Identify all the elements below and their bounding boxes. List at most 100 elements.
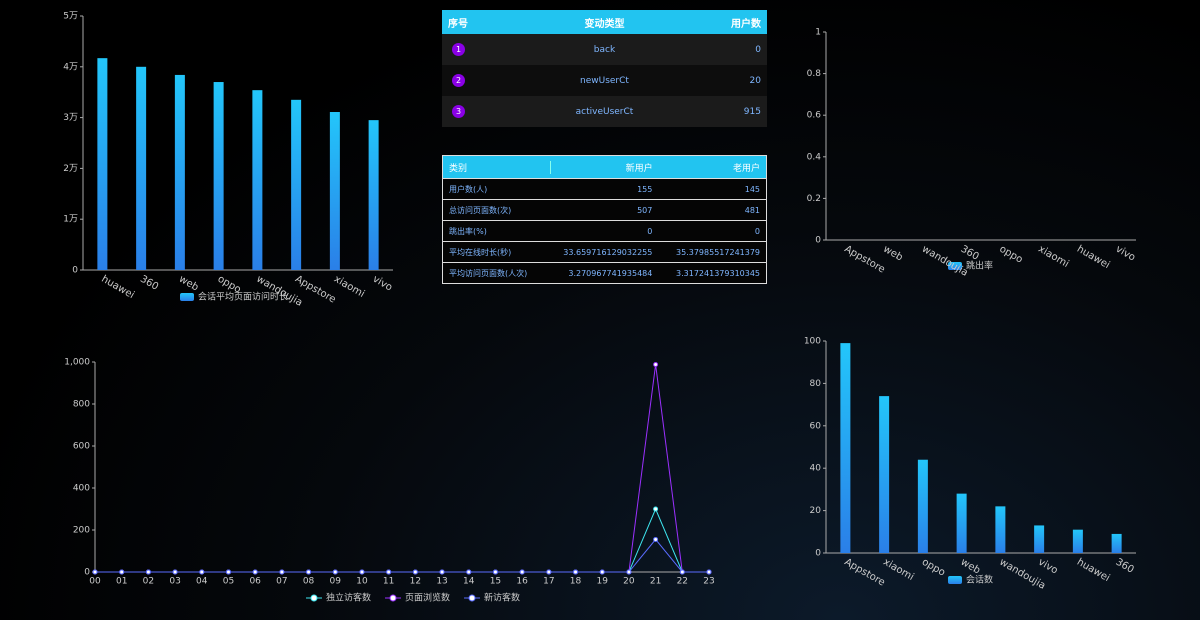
user-table: 类别 新用户 老用户 用户数(人) 155 145 总访问页面数(次) 507 481 跳出率(%… — [442, 155, 767, 284]
table-row: 跳出率(%) 0 0 — [443, 220, 766, 241]
x-tick-label: 09 — [330, 577, 342, 587]
point — [492, 569, 498, 575]
y-tick-label: 0 — [72, 266, 78, 276]
cell: 总访问页面数(次) — [449, 205, 512, 215]
cell: 155 — [637, 184, 653, 194]
x-tick-label: vivo — [371, 274, 394, 294]
legend-label: 跳出率 — [966, 260, 993, 272]
point — [653, 362, 659, 368]
cell: 915 — [743, 106, 761, 117]
x-tick-label: Appstore — [842, 244, 886, 276]
y-tick-label: 5万 — [63, 12, 78, 22]
legend-label: 独立访客数 — [326, 592, 371, 604]
x-tick-label: 07 — [276, 577, 287, 587]
cell: 145 — [744, 184, 761, 194]
legend-marker — [468, 594, 476, 602]
bar — [995, 506, 1006, 553]
point — [653, 536, 659, 542]
line — [95, 507, 709, 573]
bar — [917, 459, 928, 553]
x-tick-label: vivo — [1114, 244, 1137, 264]
x-tick-label: 01 — [116, 577, 127, 587]
point — [519, 569, 525, 575]
y-tick-label: 400 — [73, 484, 90, 494]
cell: 33.659716129032255 — [563, 247, 653, 257]
x-tick-label: oppo — [997, 244, 1024, 266]
bar — [956, 493, 967, 553]
header-cell: 用户数 — [730, 18, 761, 30]
x-tick-label: 03 — [169, 577, 180, 587]
bar — [1072, 529, 1083, 553]
y-tick-label: 4万 — [63, 62, 78, 72]
x-tick-label: huawei — [1075, 244, 1112, 271]
point — [599, 569, 605, 575]
y-tick-label: 3万 — [63, 113, 78, 123]
cell: 0 — [754, 226, 761, 236]
table-header: 序号 变动类型 用户数 — [442, 10, 767, 34]
x-tick-label: 17 — [543, 577, 554, 587]
y-tick-label: 0 — [815, 236, 821, 246]
legend-marker — [310, 594, 318, 602]
line — [95, 538, 709, 573]
y-tick-label: 800 — [73, 400, 90, 410]
cell: 用户数(人) — [449, 184, 488, 194]
legend-swatch — [948, 262, 962, 270]
cell: 平均在线时长(秒) — [449, 247, 512, 257]
bar — [329, 112, 340, 271]
x-tick-label: 19 — [596, 577, 608, 587]
legend-label: 新访客数 — [484, 592, 520, 604]
x-tick-label: 02 — [143, 577, 154, 587]
y-tick-label: 1万 — [63, 215, 78, 225]
x-tick-label: 14 — [463, 577, 475, 587]
y-tick-label: 0.4 — [807, 152, 822, 162]
y-tick-label: 40 — [810, 464, 822, 474]
y-tick-label: 600 — [73, 442, 90, 452]
legend-label: 会话平均页面访问时长 — [198, 291, 288, 303]
y-tick-label: 0.6 — [807, 111, 822, 121]
point — [466, 569, 472, 575]
x-tick-label: 360 — [959, 244, 981, 263]
point — [359, 569, 365, 575]
y-tick-label: 1,000 — [64, 358, 90, 368]
bar — [97, 58, 108, 270]
point — [439, 569, 445, 575]
bar — [136, 66, 147, 270]
point — [546, 569, 552, 575]
legend-swatch — [948, 576, 962, 584]
header-cell: 新用户 — [625, 163, 653, 174]
x-tick-label: 08 — [303, 577, 315, 587]
point — [573, 569, 579, 575]
point — [332, 569, 338, 575]
point — [679, 569, 685, 575]
header-cell: 类别 — [443, 160, 552, 174]
point — [119, 569, 125, 575]
y-tick-label: 60 — [810, 421, 822, 431]
point — [252, 569, 258, 575]
bar — [368, 120, 379, 270]
point — [279, 569, 285, 575]
cell: 0 — [755, 44, 761, 55]
table-row: 平均在线时长(秒) 33.659716129032255 35.3798551724… — [443, 241, 766, 262]
cell: activeUserCt — [575, 106, 634, 117]
cell: 3.317241379310345 — [676, 268, 761, 278]
cell: 35.37985517241379 — [676, 247, 761, 257]
bar — [1111, 533, 1122, 553]
x-tick-label: 360 — [138, 274, 160, 293]
x-tick-label: web — [959, 557, 982, 577]
point — [706, 569, 712, 575]
x-tick-label: web — [881, 244, 904, 264]
y-tick-label: 0 — [815, 549, 821, 559]
x-tick-label: 15 — [490, 577, 501, 587]
bar — [252, 90, 263, 270]
x-tick-label: 20 — [623, 577, 635, 587]
table-row: 3 activeUserCt 915 — [442, 96, 767, 127]
cell: 20 — [749, 75, 761, 86]
cell: 2 — [442, 74, 550, 87]
y-tick-label: 2万 — [63, 164, 78, 174]
table-row: 用户数(人) 155 145 — [443, 178, 766, 199]
point — [412, 569, 418, 575]
y-tick-label: 200 — [73, 526, 90, 536]
x-tick-label: huawei — [99, 274, 136, 301]
table-header: 类别 新用户 老用户 — [443, 156, 766, 178]
